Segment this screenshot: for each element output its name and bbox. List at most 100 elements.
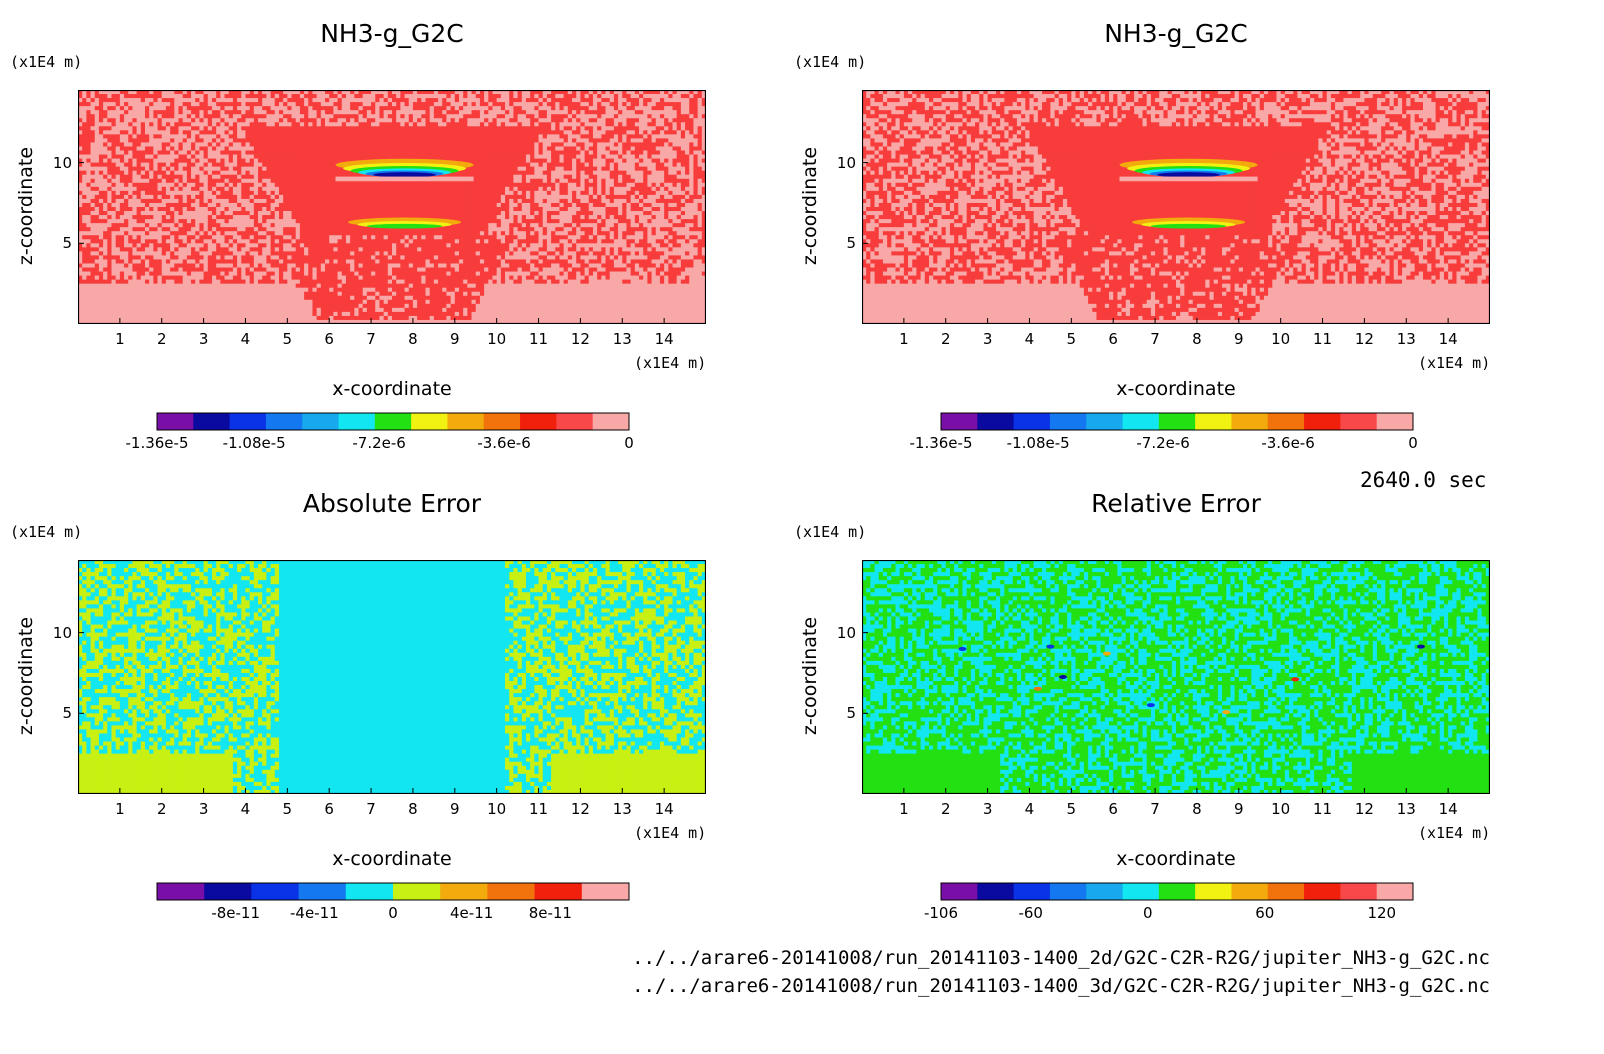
heatmap-plot	[78, 90, 706, 324]
x-tick-label: 7	[361, 330, 381, 348]
colorbar-swatch	[977, 883, 1015, 900]
x-tick-label: 13	[612, 800, 632, 818]
colorbar-frame	[156, 882, 630, 901]
x-tick-label: 10	[487, 330, 507, 348]
x-tick-label: 12	[570, 800, 590, 818]
colorbar-tick-label: -60	[991, 904, 1071, 922]
upper-layer-band	[373, 172, 436, 178]
colorbar-swatch	[374, 413, 412, 430]
x-tick-label: 12	[1354, 800, 1374, 818]
x-tick-label: 11	[1313, 800, 1333, 818]
colorbar-swatch	[1013, 413, 1051, 430]
plot-frame	[862, 560, 1490, 794]
x-tick-label: 14	[1438, 330, 1458, 348]
colorbar-swatch	[581, 883, 630, 900]
field-cells	[78, 560, 706, 794]
colorbar-frame	[940, 412, 1414, 431]
panel-nh3-2d: NH3-g_G2C (x1E4 m) z-coordinate 1 2 3 4 5 6 7 8 9 10…	[0, 0, 770, 460]
colorbar-swatch	[534, 883, 583, 900]
colorbar-tick-label: -3.6e-6	[1248, 434, 1328, 452]
upper-layer-gap	[335, 176, 474, 182]
colorbar-swatch	[1122, 883, 1160, 900]
z-unit-label: (x1E4 m)	[794, 523, 866, 541]
x-axis-label: x-coordinate	[1096, 848, 1256, 870]
x-tick-label: 13	[1396, 800, 1416, 818]
x-tick-label: 6	[319, 330, 339, 348]
colorbar	[156, 882, 630, 901]
colorbar-swatch	[520, 413, 557, 430]
z-tick-label: 10	[830, 624, 856, 642]
x-tick-label: 1	[894, 330, 914, 348]
file-path-2d: ../../arare6-20141008/run_20141103-1400_…	[632, 947, 1490, 969]
colorbar-swatch	[338, 413, 376, 430]
colorbar-swatch	[1376, 883, 1414, 900]
colorbar-swatch	[204, 883, 252, 900]
colorbar-swatch	[941, 883, 978, 900]
error-spot	[1291, 677, 1300, 682]
colorbar	[940, 882, 1414, 901]
colorbar-tick-label: 8e-11	[510, 904, 590, 922]
x-tick-label: 5	[277, 800, 297, 818]
colorbar-tick-label: -1.36e-5	[901, 434, 981, 452]
colorbar-swatch	[1013, 883, 1051, 900]
x-tick-label: 2	[936, 800, 956, 818]
z-tick-label: 5	[46, 234, 72, 252]
colorbar-tick-label: 0	[1373, 434, 1453, 452]
x-tick-label: 6	[319, 800, 339, 818]
colorbar-tick-label: -1.08e-5	[214, 434, 294, 452]
colorbar-swatch	[1049, 413, 1087, 430]
colorbar-swatch	[1340, 883, 1378, 900]
x-tick-label: 1	[110, 800, 130, 818]
colorbar-swatch	[345, 883, 394, 900]
colorbar-swatch	[157, 413, 194, 430]
x-tick-label: 13	[1396, 330, 1416, 348]
colorbar-swatch	[977, 413, 1015, 430]
colorbar-swatch	[1267, 883, 1305, 900]
colorbar-tick-label: -3.6e-6	[464, 434, 544, 452]
colorbar-swatch	[1086, 413, 1124, 430]
x-tick-label: 4	[1019, 800, 1039, 818]
colorbar-swatch	[1122, 413, 1160, 430]
heatmap-plot	[862, 90, 1490, 324]
x-unit-label: (x1E4 m)	[1418, 354, 1490, 372]
error-spot	[1058, 675, 1067, 679]
colorbar-tick-label: -1.36e-5	[117, 434, 197, 452]
heatmap-plot	[78, 560, 706, 794]
x-tick-label: 8	[1187, 330, 1207, 348]
x-tick-label: 6	[1103, 330, 1123, 348]
x-tick-label: 2	[152, 330, 172, 348]
colorbar-swatch	[1267, 413, 1305, 430]
z-axis-label: z-coordinate	[15, 146, 37, 266]
colorbar-frame	[940, 882, 1414, 901]
x-tick-label: 5	[277, 330, 297, 348]
colorbar-swatch	[1304, 883, 1341, 900]
x-tick-label: 8	[403, 800, 423, 818]
colorbar-swatch	[298, 883, 347, 900]
panel-title: NH3-g_G2C	[966, 19, 1386, 48]
field-cells	[862, 560, 1490, 794]
x-tick-label: 4	[235, 800, 255, 818]
lower-layer-band	[1150, 223, 1227, 229]
x-tick-label: 5	[1061, 330, 1081, 348]
x-tick-label: 11	[1313, 330, 1333, 348]
x-tick-label: 7	[1145, 330, 1165, 348]
colorbar-swatch	[1158, 883, 1196, 900]
x-tick-label: 7	[361, 800, 381, 818]
colorbar-swatch	[941, 413, 978, 430]
colorbar-tick-label: 4e-11	[432, 904, 512, 922]
x-tick-label: 4	[235, 330, 255, 348]
x-tick-label: 3	[194, 330, 214, 348]
x-tick-label: 3	[194, 800, 214, 818]
colorbar-swatch	[411, 413, 448, 430]
x-tick-label: 14	[654, 800, 674, 818]
colorbar-tick-label: 120	[1342, 904, 1422, 922]
z-axis-label: z-coordinate	[799, 146, 821, 266]
x-tick-label: 1	[894, 800, 914, 818]
file-path-3d: ../../arare6-20141008/run_20141103-1400_…	[632, 975, 1490, 997]
error-spot	[1416, 644, 1425, 649]
plot-frame	[78, 90, 706, 324]
colorbar	[156, 412, 630, 431]
colorbar-swatch	[1086, 883, 1124, 900]
colorbar	[940, 412, 1414, 431]
z-tick-label: 5	[830, 234, 856, 252]
